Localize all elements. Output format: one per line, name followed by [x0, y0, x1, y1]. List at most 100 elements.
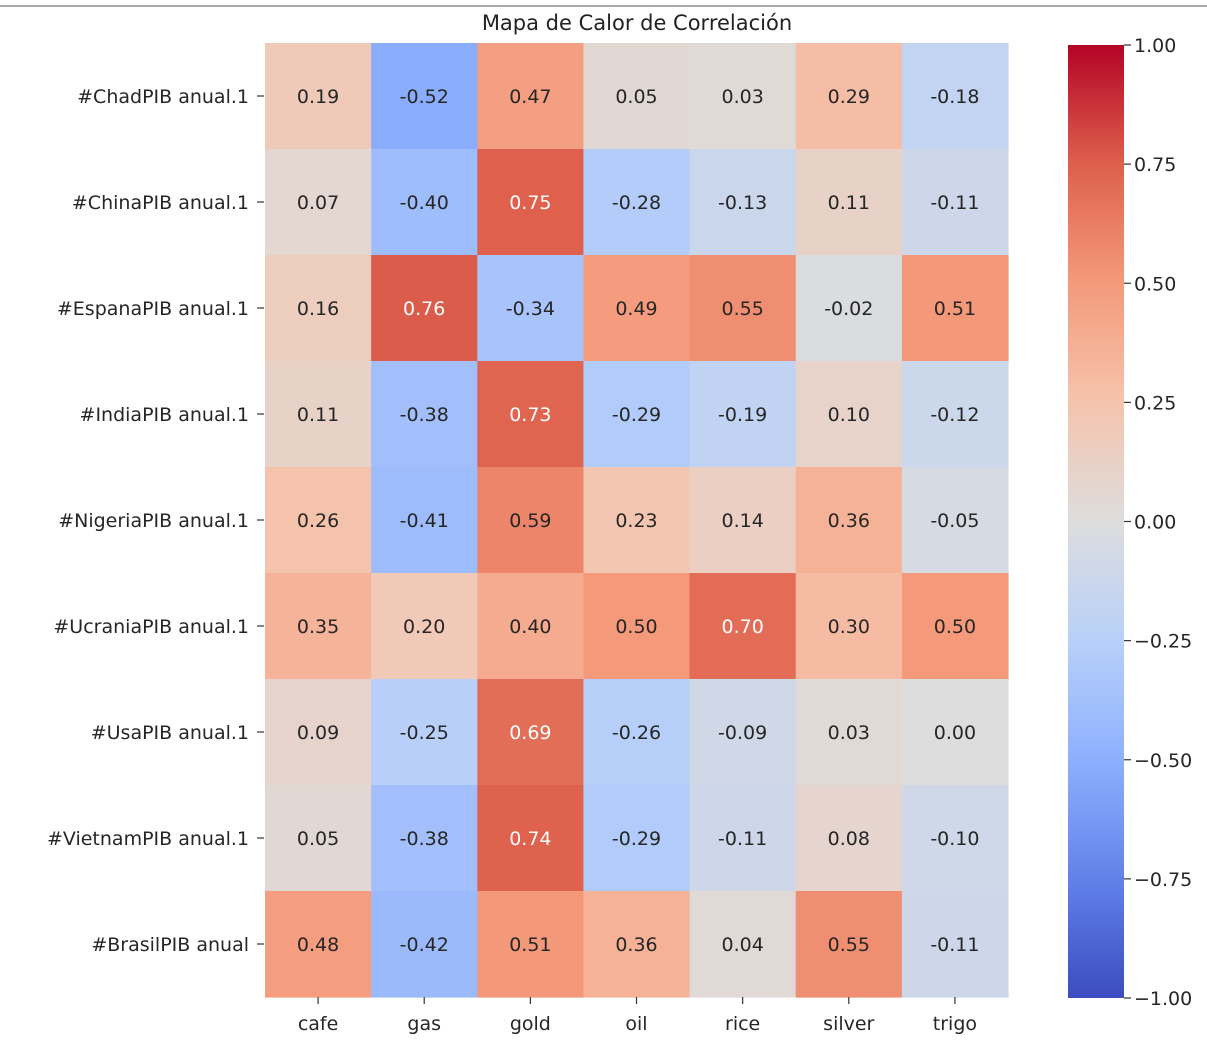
cell-value-label: -0.10	[930, 828, 979, 850]
column-label: gold	[510, 1013, 551, 1035]
heatmap-cell	[901, 679, 1009, 786]
cell-value-label: -0.29	[612, 404, 661, 426]
cell-value-label: 0.10	[828, 404, 870, 426]
heatmap-cell	[795, 361, 903, 468]
heatmap-cell	[477, 255, 585, 362]
cell-value-label: 0.48	[297, 934, 339, 956]
heatmap-cell	[265, 891, 372, 998]
heatmap-cell	[265, 679, 372, 786]
cell-value-label: -0.13	[718, 192, 767, 214]
cell-value-label: 0.40	[509, 616, 551, 638]
column-label: trigo	[933, 1013, 977, 1035]
heatmap-cell	[371, 785, 478, 892]
colorbar-tick-label: −0.25	[1134, 631, 1192, 653]
heatmap-cell	[795, 255, 903, 362]
cell-value-label: 0.36	[828, 510, 870, 532]
heatmap-cell	[795, 891, 903, 998]
row-label: #BrasilPIB anual	[91, 934, 249, 956]
cell-value-label: 0.03	[721, 86, 763, 108]
heatmap-cell	[477, 467, 585, 574]
column-label: gas	[407, 1013, 441, 1035]
heatmap-cell	[795, 43, 903, 150]
row-label: #NigeriaPIB anual.1	[58, 510, 249, 532]
heatmap-cell	[689, 149, 797, 256]
column-label: silver	[823, 1013, 874, 1035]
heatmap-cell	[371, 891, 478, 998]
heatmap-cell	[689, 679, 797, 786]
cell-value-label: 0.69	[509, 722, 551, 744]
cell-value-label: -0.18	[930, 86, 979, 108]
cell-value-label: 0.23	[615, 510, 657, 532]
heatmap-cell	[583, 255, 691, 362]
cell-value-label: 0.09	[297, 722, 339, 744]
colorbar-tick-label: 0.25	[1134, 392, 1176, 414]
heatmap-cell	[477, 361, 585, 468]
cell-value-label: 0.55	[828, 934, 870, 956]
cell-value-label: -0.38	[400, 828, 449, 850]
heatmap-cell	[371, 361, 478, 468]
row-label: #UsaPIB anual.1	[91, 722, 249, 744]
heatmap-cell	[477, 679, 585, 786]
heatmap-cell	[265, 361, 372, 468]
heatmap-cell	[583, 679, 691, 786]
heatmap-cell	[265, 149, 372, 256]
cell-value-label: 0.70	[721, 616, 763, 638]
heatmap-cell	[583, 467, 691, 574]
colorbar-tick-label: 1.00	[1134, 35, 1176, 57]
cell-value-label: -0.40	[400, 192, 449, 214]
heatmap-cell	[583, 149, 691, 256]
cell-value-label: -0.02	[824, 298, 873, 320]
heatmap-cell	[901, 255, 1009, 362]
cell-value-label: -0.34	[506, 298, 555, 320]
heatmap-cell	[795, 467, 903, 574]
row-label: #EspanaPIB anual.1	[57, 298, 249, 320]
heatmap-cell	[265, 467, 372, 574]
cell-value-label: -0.28	[612, 192, 661, 214]
heatmap-cell	[477, 43, 585, 150]
heatmap-cell	[689, 891, 797, 998]
heatmap-cell	[583, 43, 691, 150]
colorbar-gradient	[1068, 45, 1124, 998]
row-label: #IndiaPIB anual.1	[80, 404, 249, 426]
heatmap-cell	[583, 891, 691, 998]
heatmap-cell	[477, 785, 585, 892]
heatmap-cell	[371, 467, 478, 574]
cell-value-label: 0.35	[297, 616, 339, 638]
cell-value-label: -0.52	[400, 86, 449, 108]
cell-value-label: 0.74	[509, 828, 551, 850]
colorbar-tick-label: 0.00	[1134, 512, 1176, 534]
heatmap-cell	[901, 467, 1009, 574]
cell-value-label: 0.26	[297, 510, 339, 532]
colorbar-tick-label: −0.50	[1134, 750, 1192, 772]
cell-value-label: -0.29	[612, 828, 661, 850]
cell-value-label: 0.50	[934, 616, 976, 638]
cell-value-label: 0.49	[615, 298, 657, 320]
chart-title: Mapa de Calor de Correlación	[482, 11, 792, 35]
cell-value-label: 0.51	[934, 298, 976, 320]
heatmap-cell	[371, 255, 478, 362]
heatmap-cell	[795, 785, 903, 892]
row-label: #ChadPIB anual.1	[77, 86, 249, 108]
row-labels: #ChadPIB anual.1 #ChinaPIB anual.1 #Espana…	[47, 86, 264, 956]
heatmap-cell	[795, 679, 903, 786]
cell-value-label: -0.11	[718, 828, 767, 850]
cell-value-label: 0.05	[615, 86, 657, 108]
heatmap-cell	[689, 255, 797, 362]
heatmap-cell	[477, 891, 585, 998]
heatmap-cell	[371, 149, 478, 256]
heatmap-cell	[371, 573, 478, 680]
heatmap-cell	[265, 43, 372, 150]
heatmap-cell	[901, 43, 1009, 150]
column-label: cafe	[298, 1013, 338, 1035]
heatmap-cells: 0.19 -0.52 0.47 0.05 0.03 0.29 -0.18 0.07 -0.40 0…	[265, 43, 1009, 998]
heatmap-cell	[901, 573, 1009, 680]
heatmap-cell	[583, 785, 691, 892]
heatmap-cell	[477, 149, 585, 256]
cell-value-label: -0.11	[930, 192, 979, 214]
cell-value-label: 0.20	[403, 616, 445, 638]
heatmap-cell	[795, 149, 903, 256]
heatmap-cell	[477, 573, 585, 680]
cell-value-label: 0.11	[828, 192, 870, 214]
